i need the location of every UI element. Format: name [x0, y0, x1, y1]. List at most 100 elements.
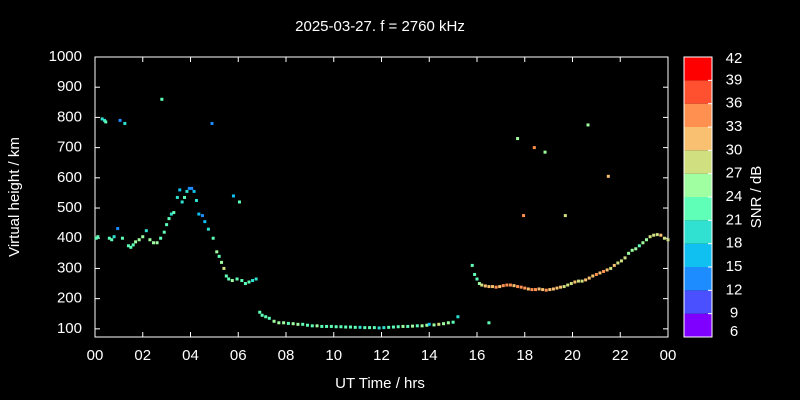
- y-tick-label: 900: [57, 78, 82, 95]
- colorbar-band: [684, 313, 712, 337]
- data-point: [606, 174, 610, 178]
- data-point: [180, 200, 184, 204]
- data-point: [526, 287, 530, 291]
- data-point: [406, 324, 410, 328]
- data-point: [320, 324, 324, 328]
- colorbar-tick-label: 12: [726, 281, 743, 298]
- data-point: [203, 220, 207, 224]
- data-point: [305, 323, 309, 327]
- data-point: [559, 285, 563, 289]
- data-point: [609, 266, 613, 270]
- data-point: [537, 287, 541, 291]
- data-point: [523, 286, 527, 290]
- x-tick-label: 00: [87, 347, 104, 364]
- colorbar-band: [684, 173, 712, 197]
- data-point: [505, 283, 509, 287]
- x-tick-label: 02: [134, 347, 151, 364]
- data-point: [522, 214, 526, 218]
- data-point: [148, 238, 152, 242]
- data-point: [151, 241, 155, 245]
- data-point: [190, 186, 194, 190]
- data-point: [344, 325, 348, 329]
- data-point: [627, 251, 631, 255]
- data-point: [137, 238, 141, 242]
- data-point: [126, 244, 130, 248]
- data-point: [167, 217, 171, 221]
- data-point: [162, 230, 166, 234]
- data-point: [569, 282, 573, 286]
- data-point: [516, 137, 520, 141]
- data-point: [339, 325, 343, 329]
- data-point: [562, 285, 566, 289]
- data-point: [267, 316, 271, 320]
- data-point: [178, 188, 182, 192]
- colorbar-band: [684, 197, 712, 221]
- data-point: [487, 285, 491, 289]
- data-point: [377, 326, 381, 330]
- data-point: [134, 240, 138, 244]
- data-point: [116, 227, 120, 231]
- data-point: [602, 269, 606, 273]
- y-tick-label: 500: [57, 199, 82, 216]
- colorbar-tick-label: 30: [726, 141, 743, 158]
- data-point: [260, 313, 264, 317]
- data-point: [264, 315, 268, 319]
- data-point: [123, 121, 127, 125]
- data-point: [382, 326, 386, 330]
- colorbar-tick-label: 21: [726, 211, 743, 228]
- data-point: [211, 236, 215, 240]
- colorbar-band: [684, 220, 712, 244]
- data-point: [172, 211, 176, 215]
- data-point: [586, 123, 590, 127]
- data-point: [605, 268, 609, 272]
- data-point: [659, 233, 663, 237]
- data-point: [541, 288, 545, 292]
- data-point: [494, 285, 498, 289]
- data-point: [165, 223, 169, 227]
- data-point: [483, 284, 487, 288]
- data-point: [512, 284, 516, 288]
- data-point: [334, 325, 338, 329]
- x-tick-label: 10: [325, 347, 342, 364]
- data-point: [247, 280, 251, 284]
- data-point: [210, 121, 214, 125]
- data-point: [310, 324, 314, 328]
- colorbar-band: [684, 150, 712, 174]
- colorbar-tick-label: 15: [726, 258, 743, 275]
- data-point: [630, 248, 634, 252]
- data-point: [401, 324, 405, 328]
- data-point: [235, 277, 239, 281]
- data-point: [432, 323, 436, 327]
- data-point: [254, 277, 258, 281]
- data-point: [543, 150, 547, 154]
- data-point: [666, 238, 670, 242]
- data-point: [456, 315, 460, 319]
- data-point: [446, 321, 450, 325]
- data-point: [291, 322, 295, 326]
- data-point: [217, 254, 221, 258]
- colorbar-tick-label: 9: [730, 305, 738, 322]
- data-point: [662, 236, 666, 240]
- y-tick-label: 300: [57, 259, 82, 276]
- data-point: [141, 235, 145, 239]
- data-point: [230, 279, 234, 283]
- data-point: [508, 283, 512, 287]
- data-point: [103, 118, 107, 122]
- y-tick-label: 400: [57, 229, 82, 246]
- y-tick-label: 200: [57, 290, 82, 307]
- data-point: [551, 287, 555, 291]
- colorbar-band: [684, 290, 712, 314]
- data-point: [473, 272, 477, 276]
- data-point: [548, 288, 552, 292]
- data-point: [169, 212, 173, 216]
- data-point: [107, 236, 111, 240]
- colorbar-tick-label: 6: [730, 323, 738, 340]
- y-tick-label: 700: [57, 139, 82, 156]
- data-point: [396, 325, 400, 329]
- data-point: [437, 322, 441, 326]
- data-point: [160, 97, 164, 101]
- data-point: [420, 324, 424, 328]
- data-point: [475, 277, 479, 281]
- data-point: [227, 277, 231, 281]
- colorbar-band: [684, 267, 712, 291]
